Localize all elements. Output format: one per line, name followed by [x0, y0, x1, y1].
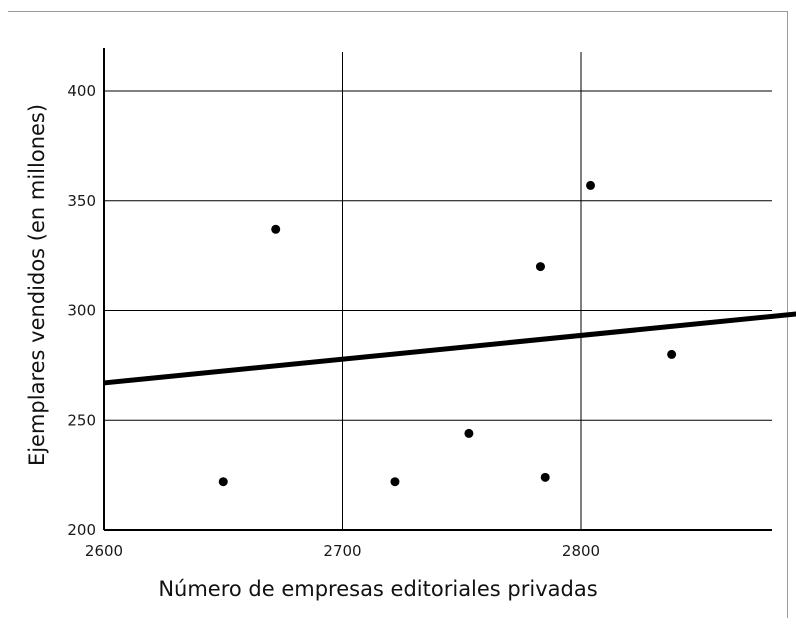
y-tick-label: 400	[67, 82, 96, 100]
y-tick-labels: 200 250 300 350 400	[67, 82, 96, 539]
grid-lines	[104, 52, 772, 530]
data-point	[535, 262, 545, 272]
y-axis-label: Ejemplares vendidos (en millones)	[25, 104, 49, 466]
y-tick-label: 350	[67, 192, 96, 210]
y-tick-label: 300	[67, 302, 96, 320]
data-point	[667, 349, 677, 359]
trendline	[103, 311, 796, 386]
x-tick-labels: 260027002800290030003100	[85, 542, 600, 560]
data-point	[586, 180, 596, 190]
x-tick-label: 2600	[85, 542, 123, 560]
data-point	[390, 477, 400, 487]
x-axis-label: Número de empresas editoriales privadas	[158, 577, 597, 601]
y-tick-label: 250	[67, 411, 96, 429]
trendline-group	[103, 311, 796, 386]
x-tick-label: 2700	[323, 542, 361, 560]
axes	[103, 48, 772, 531]
data-point	[218, 477, 228, 487]
data-points	[218, 180, 677, 487]
data-point	[540, 472, 550, 482]
data-point	[271, 224, 281, 234]
x-tick-label: 2800	[562, 542, 600, 560]
y-tick-label: 200	[67, 521, 96, 539]
data-point	[464, 428, 474, 438]
